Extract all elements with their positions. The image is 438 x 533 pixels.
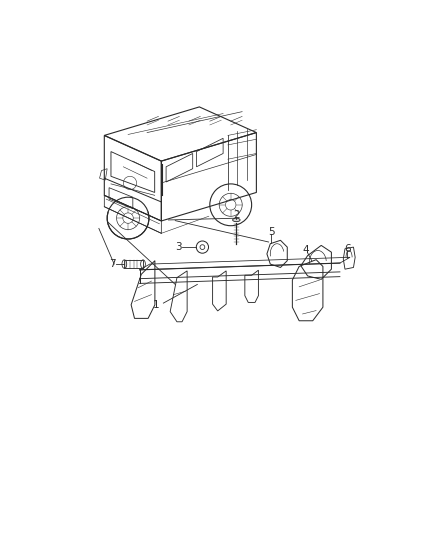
Text: 1: 1 (153, 301, 160, 311)
Text: 6: 6 (344, 244, 351, 254)
Text: 2: 2 (233, 210, 240, 220)
Text: 5: 5 (268, 227, 275, 237)
Text: 4: 4 (303, 246, 309, 255)
Text: 3: 3 (175, 242, 182, 252)
Ellipse shape (233, 218, 240, 222)
Text: 7: 7 (109, 259, 116, 269)
